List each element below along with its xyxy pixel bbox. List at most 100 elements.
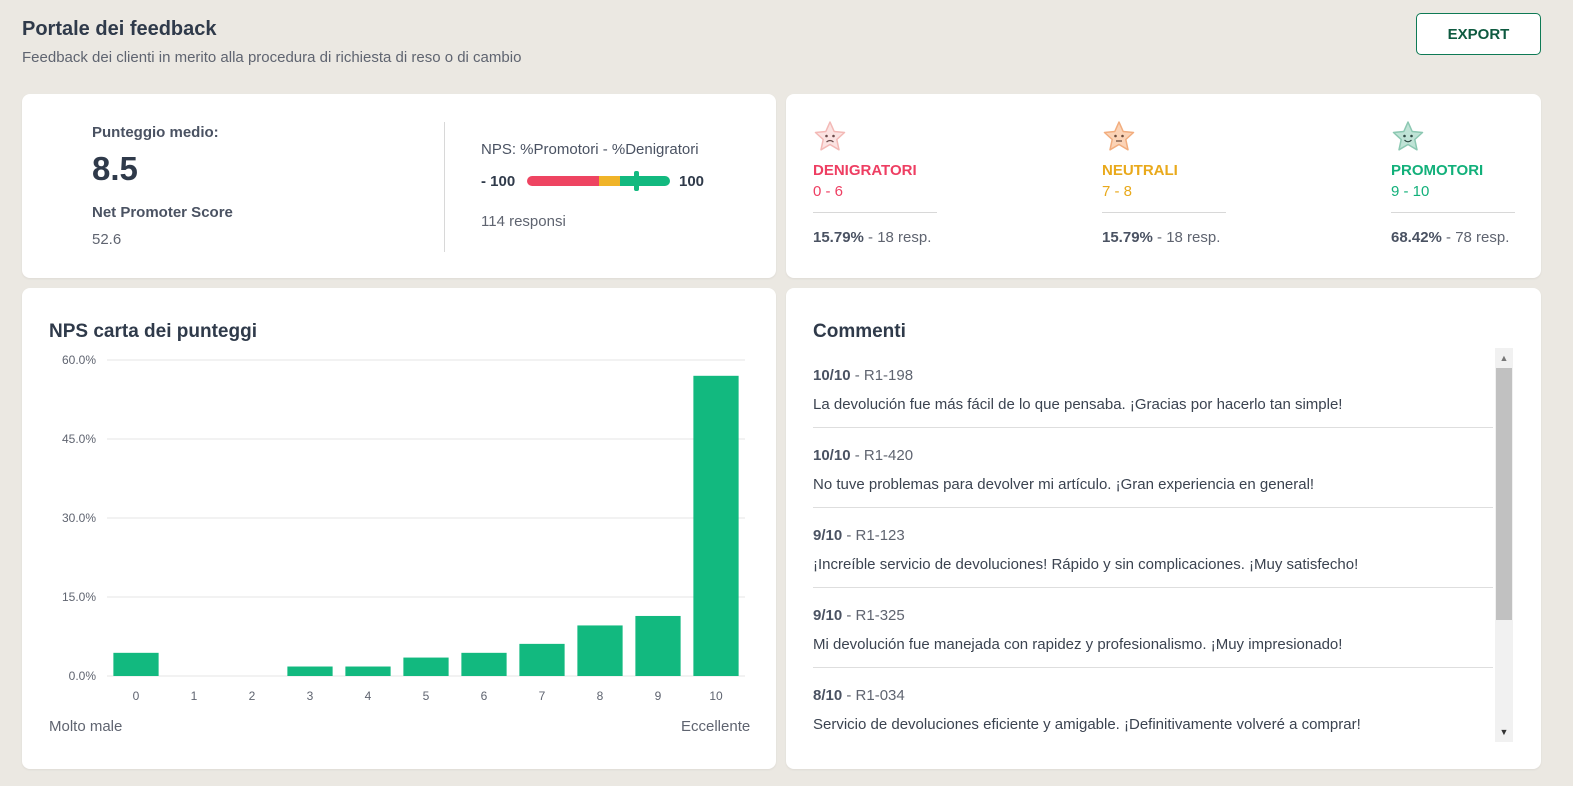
- bar-3: [287, 666, 333, 676]
- comment-item: 9/10 - R1-123 ¡Increíble servicio de dev…: [813, 508, 1493, 588]
- category-detractors: DENIGRATORI 0 - 6 15.79% - 18 resp.: [813, 120, 937, 246]
- nps-chart-card: NPS carta dei punteggi 0.0% 15.0% 30.0% 45.…: [22, 288, 776, 769]
- bar-10: [693, 375, 739, 676]
- comments-title: Commenti: [813, 321, 906, 342]
- gauge-detractor-segment: [527, 176, 599, 186]
- comment-text: Servicio de devoluciones eficiente y ami…: [813, 716, 1361, 733]
- category-stats: 68.42% - 78 resp.: [1391, 229, 1515, 246]
- x-tick-label: 9: [655, 689, 662, 703]
- page-header: Portale dei feedback Feedback dei client…: [22, 18, 521, 66]
- x-tick-label: 6: [481, 689, 488, 703]
- category-range: 7 - 8: [1102, 183, 1133, 200]
- category-responses: - 78 resp.: [1441, 229, 1510, 246]
- nps-label: Net Promoter Score: [92, 204, 233, 221]
- comment-header: 8/10 - R1-034: [813, 687, 1493, 704]
- y-tick-label: 15.0%: [62, 590, 96, 604]
- comment-item: 10/10 - R1-198 La devolución fue más fác…: [813, 348, 1493, 428]
- gauge-neutral-segment: [599, 176, 620, 186]
- comment-score: 10/10: [813, 447, 851, 464]
- bar-0: [113, 652, 159, 676]
- happy-star-icon: [1392, 121, 1424, 151]
- y-tick-label: 0.0%: [69, 669, 97, 683]
- average-score-value: 8.5: [92, 150, 138, 187]
- responses-count: 114 responsi: [481, 213, 566, 230]
- axis-low-label: Molto male: [49, 718, 123, 735]
- category-divider: [1391, 212, 1515, 213]
- comment-score: 9/10: [813, 527, 843, 544]
- x-tick-label: 4: [365, 689, 372, 703]
- scroll-thumb[interactable]: [1496, 368, 1512, 620]
- bar-8: [577, 625, 623, 676]
- comment-text: La devolución fue más fácil de lo que pe…: [813, 396, 1343, 413]
- nps-gauge: [527, 176, 670, 186]
- bar-6: [461, 652, 507, 676]
- comment-header: 10/10 - R1-198: [813, 367, 1493, 384]
- vertical-divider: [444, 122, 445, 252]
- comment-text: No tuve problemas para devolver mi artíc…: [813, 476, 1315, 493]
- comment-ref: - R1-325: [842, 607, 905, 624]
- category-responses: - 18 resp.: [1152, 229, 1221, 246]
- y-tick-label: 60.0%: [62, 353, 96, 367]
- comment-ref: - R1-034: [842, 687, 905, 704]
- category-percent: 68.42%: [1391, 229, 1442, 246]
- x-tick-label: 7: [539, 689, 546, 703]
- export-button[interactable]: EXPORT: [1416, 13, 1541, 55]
- neutral-star-icon: [1103, 121, 1135, 151]
- category-name: DENIGRATORI: [813, 162, 917, 179]
- chart-title: NPS carta dei punteggi: [49, 321, 257, 342]
- comment-header: 9/10 - R1-123: [813, 527, 1493, 544]
- bar-4: [345, 666, 391, 676]
- comment-score: 10/10: [813, 367, 851, 384]
- y-tick-label: 30.0%: [62, 511, 96, 525]
- gauge-promoter-segment: [620, 176, 670, 186]
- category-name: PROMOTORI: [1391, 162, 1484, 179]
- comments-scrollbar[interactable]: ▲ ▼: [1495, 348, 1513, 742]
- x-tick-label: 1: [191, 689, 198, 703]
- comment-header: 9/10 - R1-325: [813, 607, 1493, 624]
- sad-star-icon: [814, 121, 846, 151]
- comment-ref: - R1-198: [850, 367, 914, 384]
- nps-bar-chart: 0.0% 15.0% 30.0% 45.0% 60.0% 0 1 2 3 4 5 6 7 8 9 10: [62, 353, 745, 703]
- comment-ref: - R1-123: [842, 527, 905, 544]
- x-tick-label: 2: [249, 689, 256, 703]
- category-responses: - 18 resp.: [863, 229, 932, 246]
- category-percent: 15.79%: [1102, 229, 1153, 246]
- scroll-up-arrow-icon[interactable]: ▲: [1499, 353, 1509, 363]
- comment-ref: - R1-420: [850, 447, 914, 464]
- category-divider: [813, 212, 937, 213]
- scroll-down-arrow-icon[interactable]: ▼: [1499, 727, 1509, 737]
- gauge-marker: [633, 171, 639, 191]
- page-subtitle: Feedback dei clienti in merito alla proc…: [22, 49, 522, 66]
- comment-item: 10/10 - R1-420 No tuve problemas para de…: [813, 428, 1493, 508]
- x-tick-label: 0: [133, 689, 140, 703]
- x-tick-label: 10: [709, 689, 723, 703]
- comment-item: 9/10 - R1-325 Mi devolución fue manejada…: [813, 588, 1493, 668]
- category-percent: 15.79%: [813, 229, 864, 246]
- categories-card: DENIGRATORI 0 - 6 15.79% - 18 resp. NEUT…: [786, 94, 1541, 278]
- comment-text: Mi devolución fue manejada con rapidez y…: [813, 636, 1343, 653]
- category-stats: 15.79% - 18 resp.: [813, 229, 937, 246]
- comment-text: ¡Increíble servicio de devoluciones! Ráp…: [813, 556, 1359, 573]
- category-name: NEUTRALI: [1102, 162, 1178, 179]
- x-tick-label: 8: [597, 689, 604, 703]
- average-score-label: Punteggio medio:: [92, 124, 219, 141]
- nps-formula: NPS: %Promotori - %Denigratori: [481, 141, 699, 158]
- category-divider: [1102, 212, 1226, 213]
- score-card: Punteggio medio: 8.5 Net Promoter Score …: [22, 94, 776, 278]
- gauge-max-label: 100: [679, 173, 705, 190]
- comment-item: 8/10 - R1-034 Servicio de devoluciones e…: [813, 668, 1493, 740]
- x-tick-label: 5: [423, 689, 430, 703]
- category-stats: 15.79% - 18 resp.: [1102, 229, 1226, 246]
- x-tick-label: 3: [307, 689, 314, 703]
- axis-high-label: Eccellente: [681, 718, 751, 735]
- comments-card: Commenti 10/10 - R1-198 La devolución fu…: [786, 288, 1541, 769]
- comment-score: 9/10: [813, 607, 843, 624]
- bar-5: [403, 657, 449, 676]
- category-range: 9 - 10: [1391, 183, 1430, 200]
- gauge-min-label: - 100: [481, 173, 516, 190]
- category-range: 0 - 6: [813, 183, 844, 200]
- comments-list[interactable]: 10/10 - R1-198 La devolución fue más fác…: [813, 348, 1493, 740]
- category-promoters: PROMOTORI 9 - 10 68.42% - 78 resp.: [1391, 120, 1515, 246]
- comment-score: 8/10: [813, 687, 843, 704]
- comment-header: 10/10 - R1-420: [813, 447, 1493, 464]
